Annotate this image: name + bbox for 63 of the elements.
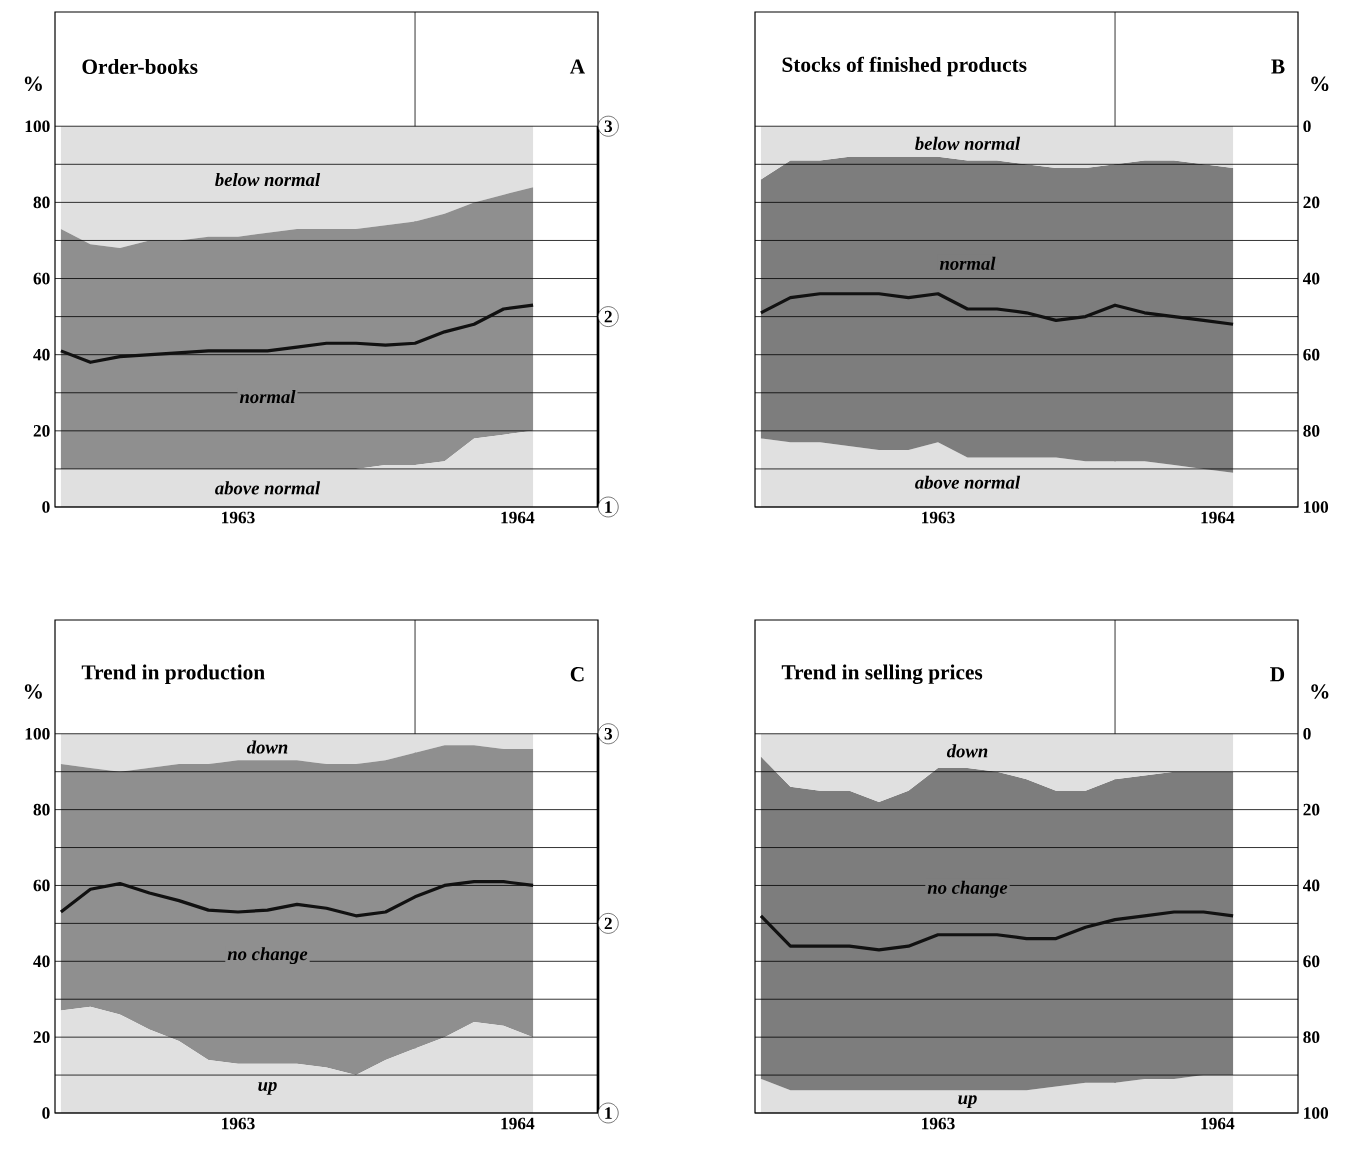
text: Trend in production (81, 664, 265, 684)
y2-tick-label: 2 (604, 310, 612, 323)
series-label: below normal (915, 136, 1021, 150)
x-tick-label: 1963 (222, 1117, 255, 1130)
series-label: up (958, 1095, 977, 1109)
text: Stocks of finished products (782, 56, 1027, 77)
y-tick-label: 100 (25, 120, 50, 133)
y-tick-label: 60 (1303, 348, 1320, 361)
line-series (59, 880, 535, 918)
y2-tick-label: 1 (605, 1107, 612, 1119)
x-tick-label: 1963 (222, 511, 255, 524)
y2-tick-label: 1 (605, 501, 612, 513)
x-tick-label: 1964 (501, 511, 535, 524)
y-tick-label: 60 (1303, 955, 1320, 968)
y-tick-label: 100 (1304, 501, 1329, 513)
y-axis-title: % (24, 684, 42, 699)
y2-tick-label: 3 (604, 120, 613, 133)
x-tick-label: 1964 (1201, 1117, 1235, 1130)
y-tick-label: 0 (42, 501, 50, 513)
series-label: above normal (915, 475, 1021, 489)
series-label: down (246, 740, 288, 754)
series-label: up (258, 1081, 277, 1095)
text: Order-books (82, 58, 198, 74)
text: Trend in selling prices (781, 664, 983, 684)
y-tick-label: 20 (1303, 196, 1320, 209)
y-tick-label: 0 (1303, 727, 1311, 740)
x-tick-label: 1963 (922, 511, 955, 524)
y-tick-label: 80 (33, 196, 50, 209)
series-label: normal (939, 256, 996, 270)
y-tick-label: 40 (33, 955, 50, 968)
y-axis-title: % (1311, 76, 1329, 91)
y-tick-label: 40 (33, 348, 50, 361)
y-tick-label: 0 (42, 1107, 50, 1119)
series-label: no change (227, 947, 308, 965)
y-tick-label: 20 (1303, 803, 1320, 816)
y-tick-label: 60 (33, 879, 50, 892)
y2-tick-label: 3 (604, 727, 613, 740)
series-label: normal (239, 389, 296, 404)
annotation: B (1271, 59, 1285, 74)
y-tick-label: 20 (33, 1031, 50, 1043)
y-tick-label: 0 (1303, 120, 1311, 133)
series-label: below normal (215, 172, 321, 187)
series-label: above normal (215, 481, 321, 495)
x-tick-label: 1964 (501, 1117, 535, 1130)
y-tick-label: 80 (1303, 425, 1320, 437)
y-axis-title: % (24, 76, 42, 91)
y-axis-title: % (1311, 684, 1329, 699)
annotation: A (569, 59, 585, 74)
y-tick-label: 20 (33, 425, 50, 437)
y-tick-label: 60 (33, 272, 50, 285)
series-label: no change (927, 880, 1008, 898)
y-tick-label: 100 (25, 727, 50, 740)
series-label: down (946, 744, 988, 758)
x-tick-label: 1963 (922, 1117, 955, 1130)
y-tick-label: 80 (1303, 1031, 1320, 1044)
x-tick-label: 1964 (1201, 511, 1235, 524)
annotation: D (1270, 667, 1285, 682)
y-tick-label: 100 (1304, 1107, 1329, 1119)
y-tick-label: 80 (33, 803, 50, 816)
y2-tick-label: 2 (604, 917, 612, 930)
annotation: C (570, 667, 584, 682)
y-tick-label: 40 (1302, 879, 1320, 892)
y-tick-label: 40 (1302, 272, 1320, 285)
